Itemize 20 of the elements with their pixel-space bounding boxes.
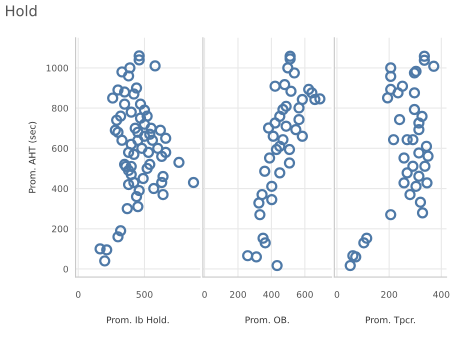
x-tick-label: 400 — [263, 291, 280, 298]
x-tick-label: 0 — [76, 291, 80, 298]
y-tick-label: 400 — [52, 185, 68, 192]
x-axis-title: Prom. OB. — [246, 316, 289, 324]
x-axis-title: Prom. Tpcr. — [366, 316, 415, 326]
y-tick-label: 0 — [63, 266, 68, 273]
y-tick-label: 200 — [52, 225, 68, 232]
x-tick-label: 500 — [136, 291, 152, 298]
y-tick-label: 800 — [52, 104, 68, 112]
x-tick-label: 600 — [296, 291, 313, 298]
x-tick-label: 400 — [433, 291, 450, 298]
x-axis-title: Prom. Ib Hold. — [106, 316, 169, 324]
y-tick-label: 1000 — [46, 64, 68, 72]
x-tick-label: 200 — [381, 291, 398, 298]
chart-title: Hold — [6, 5, 36, 16]
y-tick-label: 600 — [52, 145, 68, 152]
x-tick-label: 0 — [202, 291, 207, 298]
y-axis-title: Prom. AHT (sec) — [28, 122, 37, 193]
x-tick-label: 0 — [334, 291, 340, 298]
x-tick-label: 200 — [230, 291, 246, 298]
